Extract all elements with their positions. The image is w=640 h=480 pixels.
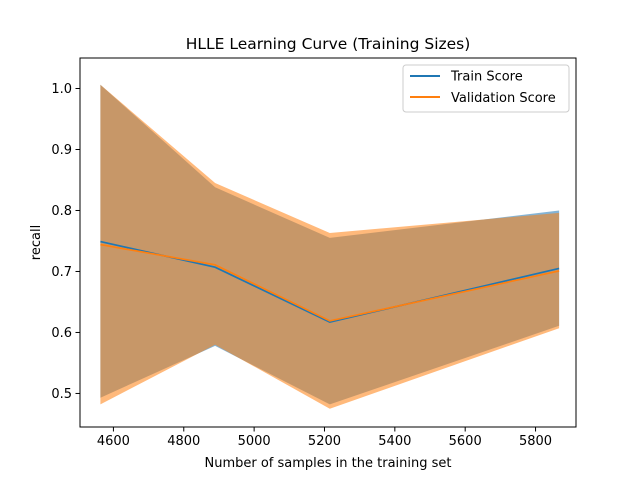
x-tick-label: 5600 xyxy=(449,434,482,449)
y-axis-ticks: 0.5 0.6 0.7 0.8 0.9 1.0 xyxy=(51,82,80,402)
y-tick-label: 0.9 xyxy=(51,143,72,158)
legend-label-train: Train Score xyxy=(450,70,523,85)
x-tick-label: 4600 xyxy=(97,434,130,449)
plot-area xyxy=(100,84,560,409)
y-tick-label: 0.7 xyxy=(51,265,72,280)
y-tick-label: 1.0 xyxy=(51,82,72,97)
y-axis-label: recall xyxy=(29,225,44,260)
x-tick-label: 5800 xyxy=(519,434,552,449)
y-tick-label: 0.6 xyxy=(51,326,72,341)
plot-frame xyxy=(79,57,577,428)
legend-box xyxy=(402,64,570,113)
chart-title: HLLE Learning Curve (Training Sizes) xyxy=(186,35,471,53)
x-tick-label: 5200 xyxy=(308,434,341,449)
x-tick-label: 5400 xyxy=(378,434,411,449)
band-validation xyxy=(100,84,560,409)
series-line-validation xyxy=(100,243,560,322)
x-axis-ticks: 4600 4800 5000 5200 5400 5600 5800 xyxy=(97,427,552,449)
x-axis-label: Number of samples in the training set xyxy=(205,456,452,471)
x-tick-label: 4800 xyxy=(167,434,200,449)
y-tick-label: 0.5 xyxy=(51,387,72,402)
x-tick-label: 5000 xyxy=(238,434,271,449)
legend-label-validation: Validation Score xyxy=(451,91,556,106)
legend: Train Score Validation Score xyxy=(402,64,570,113)
y-tick-label: 0.8 xyxy=(51,204,72,219)
